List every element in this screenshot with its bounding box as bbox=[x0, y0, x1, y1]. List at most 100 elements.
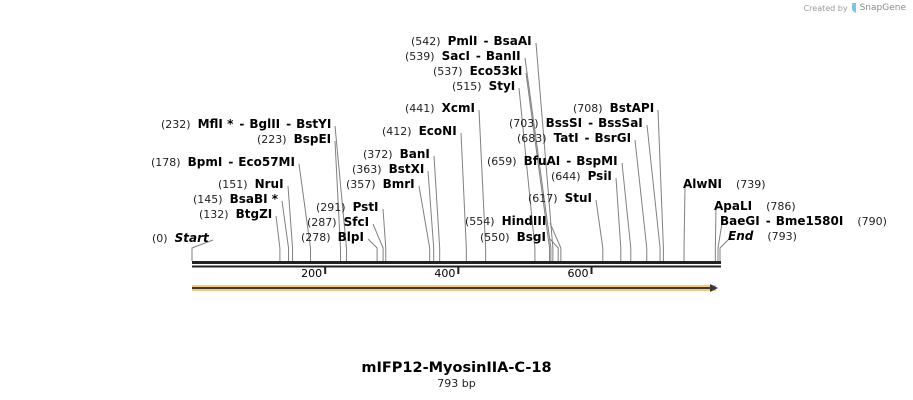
cut-site-label-stui[interactable]: (617) StuI bbox=[528, 191, 592, 206]
cut-site-label-saci[interactable]: (539) SacI - BanII bbox=[405, 49, 521, 64]
enzyme-name: PstI bbox=[352, 200, 379, 214]
cut-site-label-econi[interactable]: (412) EcoNI bbox=[382, 124, 457, 139]
cut-site-label-alwni[interactable]: AlwNI (739) bbox=[683, 177, 766, 192]
cut-site-label-bmri[interactable]: (357) BmrI bbox=[346, 177, 415, 192]
site-position: (291) bbox=[316, 201, 346, 214]
enzyme-name: BsaAI bbox=[493, 34, 532, 48]
leader-line bbox=[287, 185, 294, 261]
credit-brand: SnapGene bbox=[859, 3, 906, 13]
enzyme-name: Start bbox=[174, 231, 209, 245]
site-position: (223) bbox=[257, 133, 287, 146]
site-position: (178) bbox=[151, 156, 181, 169]
leader-line bbox=[298, 163, 312, 261]
site-position: (287) bbox=[307, 216, 337, 229]
site-position: (537) bbox=[433, 65, 463, 78]
enzyme-name: TatI bbox=[553, 131, 579, 145]
cut-site-label-apali[interactable]: ApaLI (786) bbox=[714, 199, 796, 214]
site-position: (703) bbox=[509, 117, 539, 130]
leader-line bbox=[334, 140, 341, 261]
site-position: (0) bbox=[152, 232, 168, 245]
snapgene-logo-icon bbox=[851, 3, 856, 13]
enzyme-name: BmrI bbox=[382, 177, 415, 191]
cut-site-label-bpmi[interactable]: (178) BpmI - Eco57MI bbox=[151, 155, 295, 170]
cut-site-label-btgzi[interactable]: (132) BtgZI bbox=[199, 207, 272, 222]
site-position: (363) bbox=[352, 163, 382, 176]
site-position: (790) bbox=[857, 215, 887, 228]
cut-site-label-bsgi[interactable]: (550) BsgI bbox=[480, 230, 546, 245]
enzyme-name: AlwNI bbox=[683, 177, 722, 191]
cut-site-label-blpi[interactable]: (278) BlpI bbox=[301, 230, 364, 245]
cut-site-label-xcmi[interactable]: (441) XcmI bbox=[405, 101, 475, 116]
cut-site-label-psti[interactable]: (291) PstI bbox=[316, 200, 379, 215]
enzyme-name: Eco53kI bbox=[469, 64, 523, 78]
cut-site-label-mfli[interactable]: (232) MflI * - BglII - BstYI bbox=[161, 117, 331, 132]
cut-site-label-end[interactable]: End (793) bbox=[728, 229, 797, 244]
cut-site-label-bspei[interactable]: (223) BspEI bbox=[257, 132, 331, 147]
leader-line bbox=[549, 222, 562, 261]
cut-site-label-bfuai[interactable]: (659) BfuAI - BspMI bbox=[487, 154, 618, 169]
leader-line bbox=[719, 237, 731, 261]
site-position: (644) bbox=[551, 170, 581, 183]
site-position: (542) bbox=[411, 35, 441, 48]
leader-line bbox=[281, 200, 290, 261]
enzyme-name: BanII bbox=[485, 49, 521, 63]
feature-arrow[interactable] bbox=[192, 284, 718, 292]
site-position: (412) bbox=[382, 125, 412, 138]
cut-site-label-bstxi[interactable]: (363) BstXI bbox=[352, 162, 424, 177]
cut-site-label-bsabi[interactable]: (145) BsaBI * bbox=[193, 192, 278, 207]
cut-site-label-nrui[interactable]: (151) NruI bbox=[218, 177, 284, 192]
enzyme-name: BglII bbox=[249, 117, 281, 131]
site-position: (539) bbox=[405, 50, 435, 63]
cut-site-label-bstapi[interactable]: (708) BstAPI bbox=[573, 101, 654, 116]
enzyme-name: BspEI bbox=[293, 132, 332, 146]
ruler-tick-label: 200 bbox=[301, 267, 323, 280]
ruler-tick bbox=[590, 267, 593, 274]
enzyme-name: BlpI bbox=[337, 230, 364, 244]
leader-line bbox=[549, 238, 559, 261]
leader-line bbox=[524, 57, 552, 261]
name-separator: - bbox=[239, 117, 245, 131]
name-separator: - bbox=[228, 155, 234, 169]
cut-site-label-psii[interactable]: (644) PsiI bbox=[551, 169, 612, 184]
cut-site-label-bsssi[interactable]: (703) BssSI - BssSaI bbox=[509, 116, 643, 131]
cut-site-label-eco53ki[interactable]: (537) Eco53kI bbox=[433, 64, 522, 79]
enzyme-name: BsgI bbox=[516, 230, 546, 244]
cut-site-label-start[interactable]: (0) Start bbox=[152, 231, 209, 246]
enzyme-name: BpmI bbox=[187, 155, 223, 169]
enzyme-name: BssSaI bbox=[598, 116, 643, 130]
leader-line bbox=[595, 199, 604, 261]
site-position: (151) bbox=[218, 178, 248, 191]
enzyme-name: BanI bbox=[399, 147, 430, 161]
name-separator: - bbox=[483, 34, 489, 48]
leader-line bbox=[433, 155, 441, 261]
name-separator: - bbox=[765, 214, 771, 228]
enzyme-name: SacI bbox=[441, 49, 470, 63]
site-position: (793) bbox=[767, 230, 797, 243]
name-separator: - bbox=[566, 154, 572, 168]
enzyme-name: BssSI bbox=[545, 116, 583, 130]
site-position: (372) bbox=[363, 148, 393, 161]
cut-site-label-hindiii[interactable]: (554) HindIII bbox=[465, 214, 546, 229]
leader-line bbox=[518, 87, 536, 261]
ruler-tick bbox=[324, 267, 327, 274]
credit-prefix: Created by bbox=[803, 3, 848, 13]
leader-line bbox=[275, 215, 281, 261]
cut-site-label-pmli[interactable]: (542) PmlI - BsaAI bbox=[411, 34, 532, 49]
site-position: (683) bbox=[517, 132, 547, 145]
leader-line bbox=[334, 125, 347, 261]
cut-site-label-tati[interactable]: (683) TatI - BsrGI bbox=[517, 131, 631, 146]
site-position: (617) bbox=[528, 192, 558, 205]
leader-line bbox=[525, 72, 551, 261]
cut-site-label-baegi[interactable]: BaeGI - Bme1580I (790) bbox=[720, 214, 887, 229]
cut-site-label-bani[interactable]: (372) BanI bbox=[363, 147, 430, 162]
cut-site-label-sfci[interactable]: (287) SfcI bbox=[307, 215, 369, 230]
site-position: (515) bbox=[452, 80, 482, 93]
leader-line bbox=[367, 238, 378, 261]
enzyme-name: NruI bbox=[254, 177, 284, 191]
enzyme-name: BsrGI bbox=[594, 131, 632, 145]
cut-site-label-styi[interactable]: (515) StyI bbox=[452, 79, 515, 94]
site-position: (441) bbox=[405, 102, 435, 115]
leader-line bbox=[615, 177, 622, 261]
